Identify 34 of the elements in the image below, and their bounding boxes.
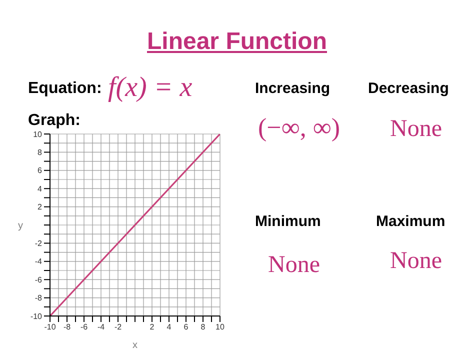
x-axis-title: x bbox=[132, 340, 138, 351]
y-tick-label: -10 bbox=[30, 312, 43, 321]
x-tick-label: 6 bbox=[184, 322, 189, 332]
y-tick-label: 6 bbox=[38, 166, 43, 176]
y-tick-label: 10 bbox=[33, 130, 43, 139]
text: Minimum bbox=[255, 213, 321, 230]
text: None bbox=[268, 252, 320, 279]
text: None bbox=[390, 116, 442, 143]
y-tick-label: 2 bbox=[38, 202, 43, 212]
text: None bbox=[390, 248, 442, 275]
y-tick-label: 4 bbox=[38, 184, 43, 194]
x-tick-label: -10 bbox=[44, 322, 56, 332]
text: (−∞, ∞) bbox=[258, 113, 340, 143]
y-tick-label: -2 bbox=[34, 239, 43, 248]
x-tick-label: 8 bbox=[200, 322, 206, 332]
text: f(x) = x bbox=[108, 72, 192, 104]
y-tick-label: -4 bbox=[34, 257, 43, 266]
y-tick-label: 8 bbox=[38, 148, 43, 158]
x-tick-label: -8 bbox=[63, 322, 72, 332]
x-tick-label: 4 bbox=[166, 322, 172, 332]
chart-title: Linear Function bbox=[146, 28, 328, 56]
y-tick-label: -6 bbox=[34, 275, 43, 284]
x-tick-label: -4 bbox=[97, 322, 106, 332]
y-tick-label: -8 bbox=[34, 294, 43, 303]
x-tick-label: -2 bbox=[114, 322, 122, 332]
x-tick-label: 2 bbox=[150, 322, 155, 332]
text: Maximum bbox=[376, 213, 446, 230]
text: Equation: bbox=[28, 80, 102, 98]
x-tick-label: 10 bbox=[216, 322, 225, 332]
text: Graph: bbox=[28, 112, 80, 130]
text: Decreasing bbox=[368, 80, 449, 97]
x-tick-label: -6 bbox=[80, 322, 88, 332]
y-axis-title: y bbox=[18, 220, 23, 232]
text: Increasing bbox=[255, 80, 330, 97]
